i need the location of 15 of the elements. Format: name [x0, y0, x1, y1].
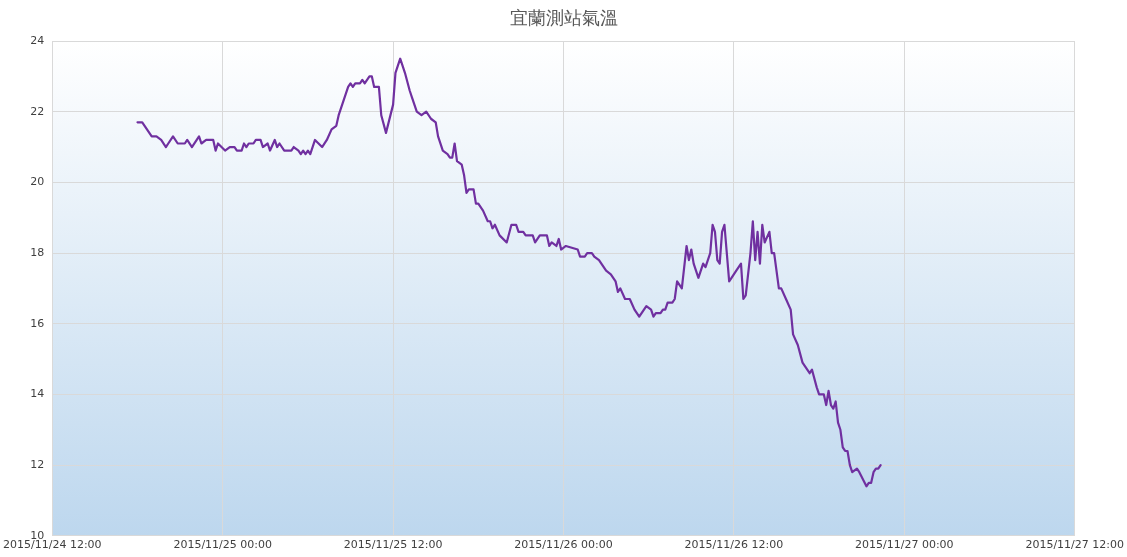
y-tick-label: 14	[30, 387, 45, 401]
chart-title: 宜蘭測站氣溫	[508, 6, 619, 30]
x-tick-label: 2015/11/27 00:00	[855, 538, 954, 552]
y-tick-label: 20	[30, 175, 45, 189]
y-tick-label: 12	[30, 457, 45, 471]
y-tick-label: 18	[30, 245, 45, 259]
x-tick-label: 2015/11/27 12:00	[1025, 538, 1125, 552]
y-tick-label: 22	[30, 104, 45, 118]
x-tick-label: 2015/11/26 00:00	[514, 538, 613, 552]
x-tick-label: 2015/11/26 12:00	[684, 538, 784, 552]
y-tick-label: 24	[30, 33, 45, 47]
x-tick-label: 2015/11/25 00:00	[173, 538, 272, 552]
x-tick-label: 2015/11/24 12:00	[2, 538, 102, 552]
x-tick-label: 2015/11/25 12:00	[343, 538, 443, 552]
y-tick-label: 16	[30, 316, 45, 330]
